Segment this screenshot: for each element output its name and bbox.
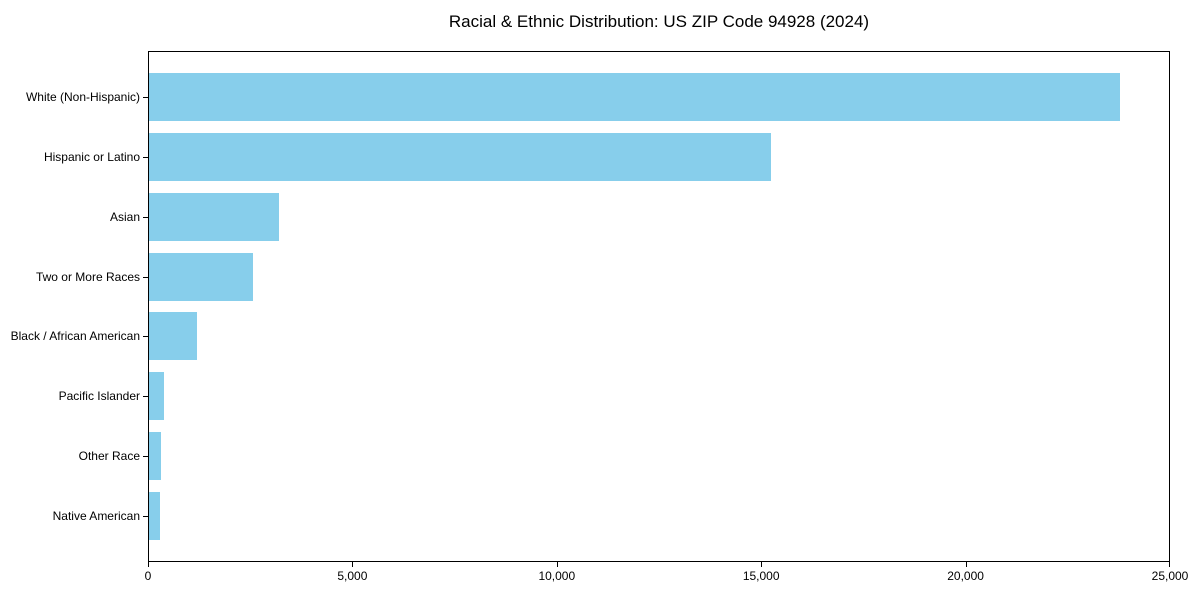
x-tick-label: 25,000: [1151, 569, 1189, 583]
x-tick-mark: [1169, 562, 1170, 567]
x-tick-mark: [352, 562, 354, 567]
bar: [149, 132, 771, 181]
y-tick-mark: [143, 97, 148, 98]
bar: [149, 252, 253, 301]
bar: [149, 492, 160, 540]
y-tick-label: Black / African American: [10, 329, 140, 344]
y-tick-mark: [143, 276, 148, 278]
y-tick-label: Other Race: [78, 449, 140, 464]
bar: [149, 192, 279, 241]
y-tick-mark: [143, 396, 148, 398]
y-tick-mark: [143, 516, 148, 517]
y-tick-label: Hispanic or Latino: [43, 149, 140, 164]
x-tick-label: 5,000: [337, 569, 368, 583]
x-tick-mark: [556, 562, 558, 567]
x-tick-label: 10,000: [538, 569, 576, 583]
y-tick-label: White (Non-Hispanic): [25, 90, 140, 104]
x-tick-mark: [761, 562, 763, 567]
y-tick-label: Native American: [52, 509, 140, 523]
chart-title: Racial & Ethnic Distribution: US ZIP Cod…: [448, 12, 870, 31]
plot-area: [148, 51, 1170, 562]
bar: [149, 312, 197, 361]
y-tick-mark: [143, 156, 148, 158]
x-tick-label: 20,000: [947, 569, 984, 583]
bar: [149, 372, 164, 421]
y-tick-label: Asian: [109, 209, 140, 224]
x-tick-mark: [148, 562, 149, 567]
y-tick-label: Pacific Islander: [58, 389, 140, 404]
y-tick-label: Two or More Races: [35, 269, 140, 284]
y-tick-mark: [143, 336, 148, 338]
bar: [149, 73, 1120, 121]
y-tick-mark: [143, 216, 148, 218]
y-tick-mark: [143, 456, 148, 458]
x-tick-label: 0: [144, 569, 152, 583]
bar: [149, 432, 161, 481]
x-tick-mark: [965, 562, 967, 567]
x-tick-label: 15,000: [742, 569, 780, 583]
